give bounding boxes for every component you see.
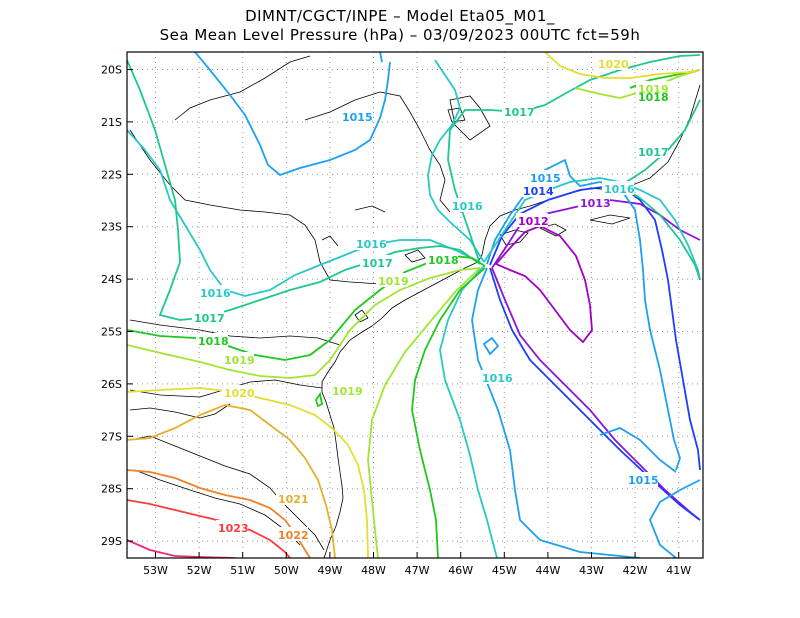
contour-label: 1019: [638, 83, 669, 96]
lat-tick-label: 26S: [101, 378, 122, 391]
isobar-1018-small: [315, 391, 324, 408]
island: [538, 223, 567, 237]
contour-label: 1020: [598, 58, 629, 71]
lat-tick-label: 20S: [101, 64, 122, 77]
island: [589, 214, 631, 225]
contour-label: 1017: [362, 257, 393, 270]
lat-lon-grid: [127, 52, 703, 558]
lon-tick-label: 52W: [187, 564, 212, 577]
contour-label: 1012: [518, 215, 549, 228]
island: [354, 309, 369, 323]
lat-tick-label: 27S: [101, 430, 122, 443]
country-border: [129, 403, 231, 419]
lat-tick-label: 22S: [101, 168, 122, 181]
lon-tick-label: 44W: [535, 564, 560, 577]
isobar-1017: [619, 99, 701, 281]
contour-label: 1016: [604, 183, 635, 196]
isobar-1023: [127, 499, 291, 558]
lat-tick-label: 29S: [101, 535, 122, 548]
isobar-1015: [471, 158, 701, 558]
isobar-1014: [489, 184, 701, 521]
title-line-1: DIMNT/CGCT/INPE – Model Eta05_M01_: [245, 7, 555, 25]
state-border: [129, 435, 325, 551]
island: [499, 229, 529, 246]
state-border: [129, 319, 341, 346]
contour-label: 1019: [332, 385, 363, 398]
contour-label: 1015: [342, 111, 373, 124]
contour-label: 1021: [278, 493, 309, 506]
lon-tick-label: 45W: [492, 564, 517, 577]
contour-label: 1016: [482, 372, 513, 385]
plot-frame: [126, 51, 704, 559]
lon-tick-label: 48W: [361, 564, 386, 577]
isobar-1012: [494, 225, 593, 344]
isobars: [127, 52, 701, 558]
lon-tick-label: 42W: [623, 564, 648, 577]
contour-label: 1018: [198, 335, 229, 348]
title-line-2: Sea Mean Level Pressure (hPa) – 03/09/20…: [159, 26, 641, 44]
contour-label: 1018: [428, 254, 459, 267]
lat-tick-label: 21S: [101, 116, 122, 129]
isobar-1019: [127, 267, 481, 558]
isobar-1024: [127, 539, 236, 558]
lon-tick-label: 43W: [579, 564, 604, 577]
contour-label: 1016: [200, 287, 231, 300]
lat-tick-label: 24S: [101, 273, 122, 286]
lon-tick-label: 49W: [317, 564, 342, 577]
isobar-1015: [194, 52, 391, 177]
lake: [447, 107, 466, 123]
contour-label: 1023: [218, 522, 249, 535]
contour-label: 1022: [278, 529, 309, 542]
island: [404, 249, 426, 263]
lon-tick-label: 47W: [405, 564, 430, 577]
lon-tick-label: 50W: [274, 564, 299, 577]
isobar-1016: [127, 129, 481, 297]
isobar-1022: [127, 469, 311, 558]
isobar-1021: [127, 404, 336, 558]
contour-label: 1015: [530, 172, 561, 185]
isobar-1015-ring: [482, 336, 500, 356]
state-border: [354, 205, 386, 213]
state-border: [321, 235, 339, 247]
coastline-and-borders: [129, 55, 701, 558]
contour-labels: 1020 1019 1018 1017 1015 1017 1017 1015 …: [192, 56, 669, 542]
state-border: [129, 129, 406, 285]
contour-label: 1016: [356, 238, 387, 251]
island: [449, 95, 491, 141]
state-border: [174, 55, 311, 121]
axes: 53W 52W 51W 50W 49W 48W 47W 46W 45W 44W 43W 42W 41W 2…: [101, 64, 691, 578]
isobar-1020: [544, 52, 701, 79]
isobar-1013: [491, 199, 701, 521]
contour-label: 1013: [580, 197, 611, 210]
isobar-1018: [127, 255, 486, 558]
lat-tick-label: 23S: [101, 221, 122, 234]
contour-label: 1014: [523, 185, 554, 198]
lat-tick-label: 25S: [101, 326, 122, 339]
contour-label: 1015: [628, 474, 659, 487]
state-border: [304, 91, 451, 213]
contour-label: 1019: [378, 275, 409, 288]
lon-tick-label: 41W: [666, 564, 691, 577]
contour-label: 1016: [452, 200, 483, 213]
lat-tick-label: 28S: [101, 483, 122, 496]
contour-label: 1017: [638, 146, 669, 159]
contour-label: 1020: [224, 387, 255, 400]
contour-label: 1017: [504, 106, 535, 119]
lon-tick-label: 46W: [448, 564, 473, 577]
contour-label: 1019: [224, 354, 255, 367]
lon-tick-label: 51W: [230, 564, 255, 577]
contour-label: 1017: [194, 312, 225, 325]
lon-tick-label: 53W: [143, 564, 168, 577]
isobar-1020: [127, 387, 369, 558]
contour-label: 1018: [638, 91, 669, 104]
